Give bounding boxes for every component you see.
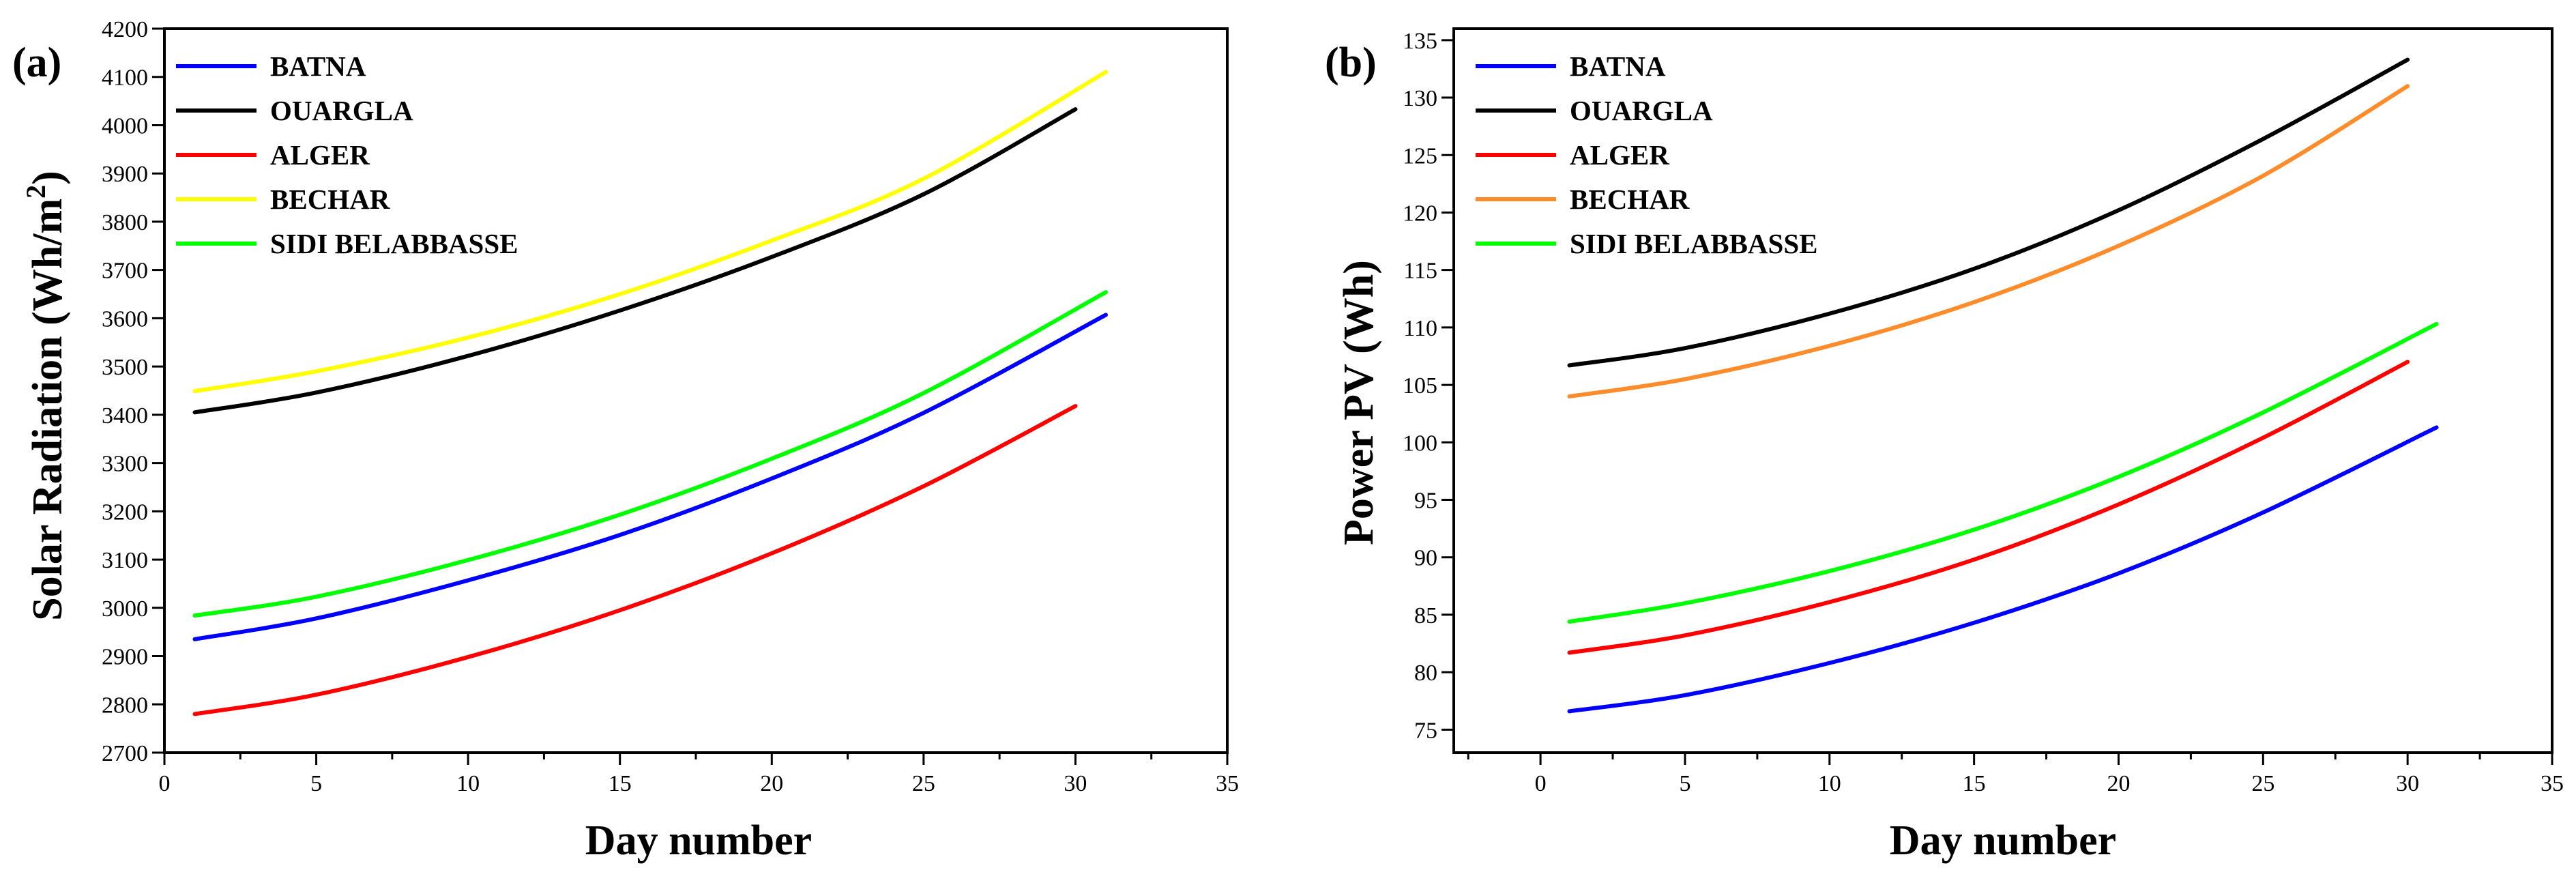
x-tick-label: 0 — [1535, 771, 1547, 796]
y-tick-label: 3800 — [102, 210, 148, 235]
y-tick-label: 95 — [1414, 488, 1437, 513]
legend-label: BATNA — [1570, 50, 1666, 82]
x-tick-label: 20 — [2107, 771, 2130, 796]
panel-label-b: (b) — [1325, 40, 1377, 86]
y-tick-label: 125 — [1403, 143, 1437, 169]
y-tick-label: 3500 — [102, 355, 148, 380]
y-tick-label: 100 — [1403, 431, 1437, 456]
y-tick-label: 115 — [1403, 259, 1437, 284]
panel-label-a: (a) — [12, 40, 61, 86]
y-tick-label: 120 — [1403, 201, 1437, 226]
y-tick-label: 80 — [1414, 661, 1437, 686]
y-tick-label: 4100 — [102, 66, 148, 91]
y-tick-label: 105 — [1403, 373, 1437, 398]
legend-label: SIDI BELABBASSE — [270, 228, 518, 259]
y-tick-label: 110 — [1403, 316, 1437, 341]
legend-label: BATNA — [270, 50, 366, 82]
legend-label: SIDI BELABBASSE — [1570, 228, 1817, 259]
x-tick-label: 35 — [2541, 771, 2564, 796]
series-line-batna — [192, 313, 1108, 641]
x-tick-label: 5 — [1679, 771, 1690, 796]
x-tick-label: 0 — [159, 771, 171, 796]
legend-label: BECHAR — [270, 184, 390, 215]
x-tick-label: 5 — [310, 771, 322, 796]
x-axis-title-a: Day number — [585, 817, 812, 864]
chart-panel-a: (a) Solar Radiation (Wh/m2) Day number 0… — [12, 17, 1239, 864]
series-line-alger — [1567, 360, 2410, 655]
series-line-bechar — [1567, 84, 2410, 398]
y-tick-label: 4000 — [102, 113, 148, 139]
series-line-sidi-belabbasse — [192, 290, 1108, 618]
y-tick-label: 3700 — [102, 259, 148, 284]
y-tick-label: 3600 — [102, 306, 148, 332]
y-tick-label: 3100 — [102, 548, 148, 573]
x-tick-label: 15 — [1963, 771, 1986, 796]
y-tick-label: 135 — [1403, 29, 1437, 54]
x-tick-label: 25 — [2251, 771, 2274, 796]
legend-label: OUARGLA — [1570, 95, 1713, 126]
y-tick-label: 90 — [1414, 546, 1437, 571]
x-tick-label: 10 — [456, 771, 480, 796]
x-tick-label: 30 — [1064, 771, 1087, 796]
x-tick-label: 35 — [1216, 771, 1239, 796]
y-tick-label: 85 — [1414, 603, 1437, 628]
y-tick-label: 2800 — [102, 693, 148, 718]
y-axis-title-b: Power PV (Wh) — [1336, 260, 1382, 545]
y-tick-label: 3300 — [102, 452, 148, 477]
y-tick-label: 3200 — [102, 499, 148, 525]
y-tick-label: 2700 — [102, 741, 148, 766]
series-line-bechar — [192, 70, 1108, 394]
series-line-ouargla — [192, 107, 1078, 415]
y-tick-label: 4200 — [102, 17, 148, 42]
legend-label: BECHAR — [1570, 184, 1690, 215]
x-tick-label: 25 — [912, 771, 935, 796]
x-tick-label: 15 — [609, 771, 632, 796]
chart-panel-b: (b) Power PV (Wh) Day number 0 5 10 15 20 25 3… — [1325, 27, 2564, 864]
x-tick-label: 30 — [2396, 771, 2419, 796]
y-tick-label: 3900 — [102, 162, 148, 187]
x-tick-label: 20 — [760, 771, 783, 796]
x-tick-label: 10 — [1818, 771, 1841, 796]
legend-label: ALGER — [1570, 139, 1669, 171]
y-tick-label: 2900 — [102, 645, 148, 670]
y-tick-label: 3000 — [102, 596, 148, 622]
series-line-sidi-belabbasse — [1567, 321, 2439, 624]
legend-label: OUARGLA — [270, 95, 413, 126]
x-axis-title-b: Day number — [1890, 817, 2116, 864]
series-line-batna — [1567, 425, 2439, 714]
y-axis-title-a: Solar Radiation (Wh/m2) — [20, 171, 71, 621]
y-tick-label: 75 — [1414, 718, 1437, 743]
series-line-alger — [192, 404, 1078, 716]
y-tick-label: 3400 — [102, 403, 148, 429]
legend-label: ALGER — [270, 139, 370, 171]
y-tick-label: 130 — [1403, 86, 1437, 111]
plot-frame-b — [1452, 27, 2553, 754]
series-line-ouargla — [1567, 57, 2410, 368]
